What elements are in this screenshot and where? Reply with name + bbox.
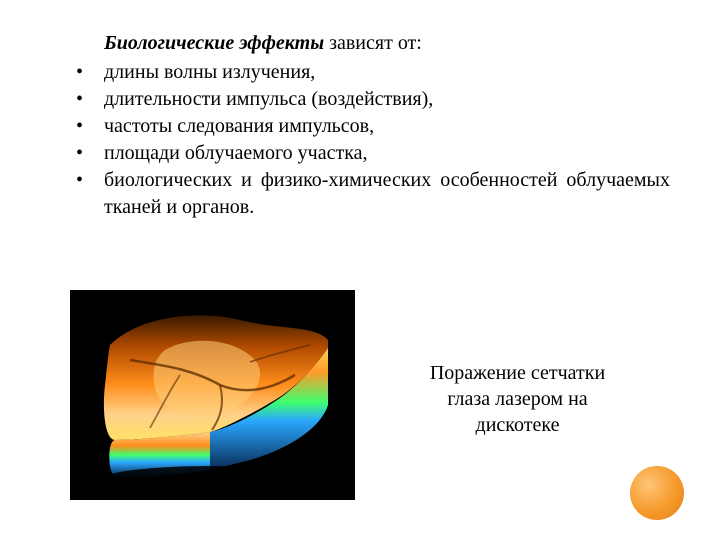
list-item: длительности импульса (воздействия), <box>70 86 670 113</box>
accent-circle-icon <box>630 466 684 520</box>
intro-line: Биологические эффекты зависят от: <box>104 30 670 57</box>
list-item: площади облучаемого участка, <box>70 140 670 167</box>
text-block: Биологические эффекты зависят от: длины … <box>70 30 670 221</box>
list-item: биологических и физико-химических особен… <box>70 167 670 221</box>
retina-scan-svg <box>70 290 355 500</box>
retina-scan-image <box>70 290 355 500</box>
image-caption: Поражение сетчатки глаза лазером на диск… <box>410 360 625 438</box>
list-item: длины волны излучения, <box>70 59 670 86</box>
intro-rest: зависят от: <box>324 32 422 54</box>
list-item: частоты следования импульсов, <box>70 113 670 140</box>
intro-emphasis: Биологические эффекты <box>104 32 324 54</box>
bullet-list: длины волны излучения, длительности импу… <box>70 59 670 221</box>
